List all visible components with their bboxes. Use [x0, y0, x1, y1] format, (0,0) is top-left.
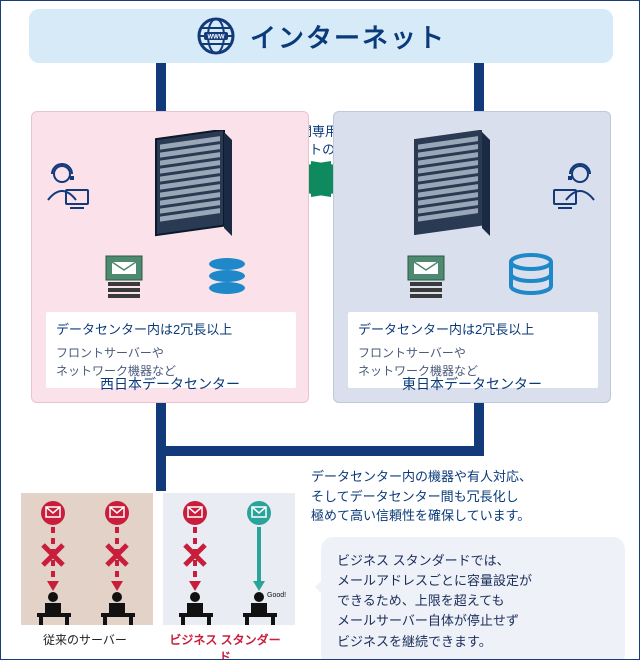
database-icon	[204, 256, 250, 300]
internet-box: WWW インターネット	[29, 9, 613, 63]
globe-www-icon: WWW	[196, 16, 236, 56]
server-rack-icon	[150, 130, 234, 240]
mail-server-icon	[404, 252, 448, 302]
dc-east-card-line1: データセンター内は2冗長以上	[358, 320, 588, 340]
speech-bubble: ビジネス スタンダードでは、 メールアドレスごとに容量設定が できるため、上限を…	[321, 537, 625, 660]
old-server-panel	[21, 493, 153, 625]
server-rack-icon	[408, 130, 492, 240]
caption-new: ビジネス スタンダード	[165, 631, 285, 660]
dc-west-title: 西日本データセンター	[32, 374, 308, 394]
dc-west: データセンター内は2冗長以上 フロントサーバーや ネットワーク機器など 西日本デ…	[31, 111, 309, 403]
description-text: データセンター内の機器や有人対応、 そしてデータセンター間も冗長化し 極めて高い…	[311, 467, 631, 526]
new-server-panel: Good!	[163, 493, 295, 625]
svg-text:WWW: WWW	[207, 35, 224, 41]
caption-old: 従来のサーバー	[25, 631, 145, 648]
dc-west-card-line1: データセンター内は2冗長以上	[56, 320, 286, 340]
database-icon	[506, 252, 556, 300]
svg-text:Good!: Good!	[267, 592, 286, 599]
operator-icon	[548, 160, 602, 214]
diagram-canvas: WWW インターネット 局間専用線で 2ルートの冗長化	[0, 0, 640, 660]
dc-east: データセンター内は2冗長以上 フロントサーバーや ネットワーク機器など 東日本デ…	[333, 111, 611, 403]
internet-title: インターネット	[250, 18, 446, 55]
dc-east-title: 東日本データセンター	[334, 374, 610, 394]
operator-icon	[40, 160, 94, 214]
mail-server-icon	[102, 252, 146, 302]
